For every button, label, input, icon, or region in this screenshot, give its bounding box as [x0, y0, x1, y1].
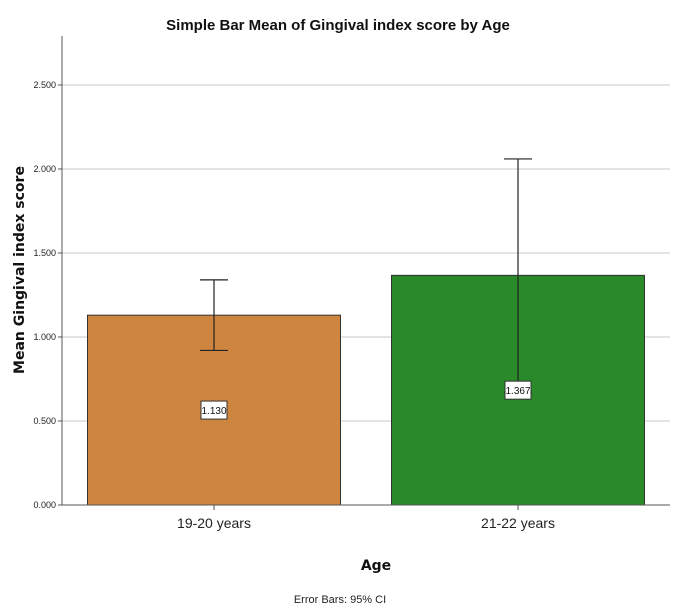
y-axis-ticks: 0.000 0.500 1.000 1.500 2.000 2.500 — [33, 80, 62, 510]
data-label-box — [504, 380, 532, 400]
x-axis-title: Age — [361, 558, 391, 574]
data-label: 1.130 — [201, 406, 226, 417]
error-bars — [200, 158, 532, 394]
data-labels: 1.130 1.367 — [200, 380, 532, 420]
x-tick-label: 21-22 years — [481, 515, 555, 531]
x-tick-label: 19-20 years — [177, 515, 251, 531]
y-tick-label: 2.500 — [33, 80, 56, 90]
y-tick-label: 1.000 — [33, 332, 56, 342]
chart-title: Simple Bar Mean of Gingival index score … — [166, 17, 510, 34]
bars — [87, 274, 645, 506]
data-label-box — [200, 400, 228, 420]
y-axis-title: Mean Gingival index score — [12, 166, 28, 374]
y-tick-label: 1.500 — [33, 248, 56, 258]
y-tick-label: 0.500 — [33, 416, 56, 426]
x-axis-ticks: 19-20 years 21-22 years — [177, 505, 555, 531]
y-tick-label: 0.000 — [33, 500, 56, 510]
data-label: 1.367 — [505, 386, 530, 397]
error-bars-note: Error Bars: 95% CI — [294, 594, 386, 606]
y-tick-label: 2.000 — [33, 164, 56, 174]
